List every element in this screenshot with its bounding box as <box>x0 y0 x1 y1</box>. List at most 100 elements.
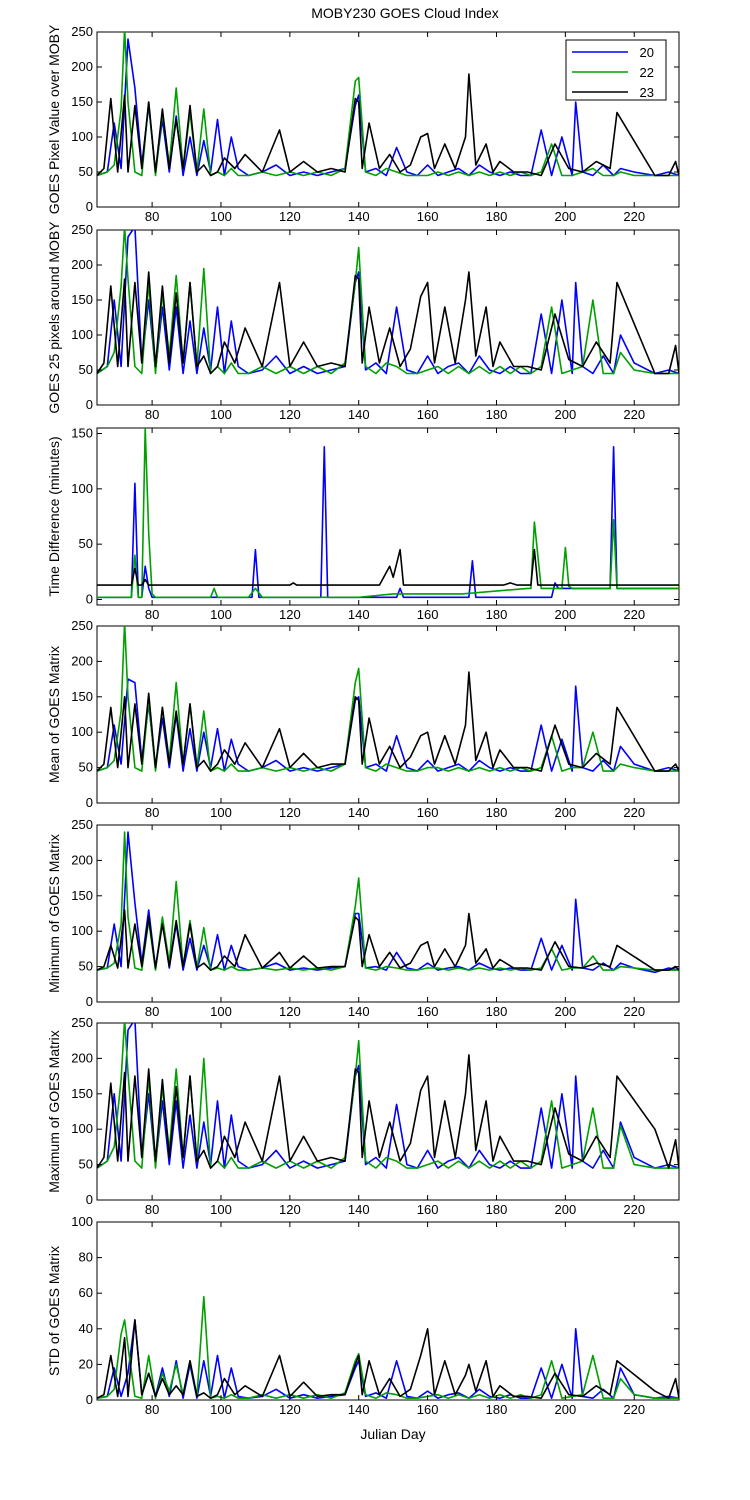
series-line-23 <box>97 548 679 586</box>
series-group <box>97 32 679 177</box>
x-tick-label: 100 <box>210 1202 232 1217</box>
series-group <box>97 1023 679 1169</box>
x-tick-label: 220 <box>623 209 645 224</box>
y-tick-label: 250 <box>71 817 93 832</box>
panels: 80 100 120 140 160 180 200 220050100150200250GO… <box>46 24 680 1417</box>
series-line-23 <box>97 73 679 177</box>
y-axis-label: Maximum of GOES Matrix <box>46 1030 62 1193</box>
axes-box <box>96 31 680 208</box>
x-tick-label: 160 <box>417 607 439 622</box>
panel-7: 80 100 120 140 160 180 200 220 0 20 40 60 80 100 STD o… <box>46 1214 680 1417</box>
y-axis-label: GOES 25 pixels around MOBY <box>46 221 62 414</box>
y-tick-label: 0 <box>86 591 93 606</box>
legend-label: 20 <box>640 45 654 60</box>
panel-3: 80 100 120 140 160 180 200 220 0 50 100 150 Time Dif… <box>46 426 680 622</box>
x-tick-label: 140 <box>348 1402 370 1417</box>
x-tick-label: 160 <box>417 1004 439 1019</box>
x-tick-label: 200 <box>555 407 577 422</box>
y-tick-label: 50 <box>79 760 93 775</box>
x-tick-label: 160 <box>417 1202 439 1217</box>
y-tick-label: 0 <box>86 994 93 1009</box>
series-line-20 <box>97 831 679 974</box>
series-line-23 <box>97 909 679 971</box>
y-tick-label: 200 <box>71 1050 93 1065</box>
y-tick-label: 250 <box>71 24 93 39</box>
panel-2: 80 100 120 140 160 180 200 220 0 50 100 150 200 250 GO… <box>46 221 680 422</box>
y-tick-label: 200 <box>71 59 93 74</box>
x-tick-label: 180 <box>486 209 508 224</box>
series-group <box>97 1296 679 1399</box>
x-tick-label: 80 <box>145 407 159 422</box>
x-tick-label: 200 <box>555 1202 577 1217</box>
axes-box <box>96 427 680 606</box>
x-tick-label: 120 <box>279 407 301 422</box>
y-tick-label: 100 <box>71 923 93 938</box>
x-tick-label: 100 <box>210 209 232 224</box>
x-tick-label: 100 <box>210 805 232 820</box>
y-tick-label: 200 <box>71 257 93 272</box>
y-tick-label: 0 <box>86 397 93 412</box>
y-axis-label: Minimum of GOES Matrix <box>46 834 62 993</box>
x-tick-label: 140 <box>348 407 370 422</box>
panel-6: 80 100 120 140 160 180 200 220 0 50 100 150 200 250 Ma… <box>46 1015 680 1217</box>
legend-label: 22 <box>640 65 654 80</box>
x-tick-label: 160 <box>417 407 439 422</box>
x-tick-label: 200 <box>555 1402 577 1417</box>
x-tick-label: 80 <box>145 1004 159 1019</box>
y-tick-label: 0 <box>86 1192 93 1207</box>
series-line-23 <box>97 1054 679 1169</box>
y-tick-label: 50 <box>79 164 93 179</box>
x-tick-label: 220 <box>623 1004 645 1019</box>
axes-box <box>96 1221 680 1401</box>
x-tick-label: 140 <box>348 607 370 622</box>
y-tick-label: 200 <box>71 653 93 668</box>
x-tick-label: 220 <box>623 805 645 820</box>
y-tick-label: 100 <box>71 1121 93 1136</box>
y-tick-label: 100 <box>71 1214 93 1229</box>
y-tick-label: 100 <box>71 724 93 739</box>
legend-label: 23 <box>640 85 654 100</box>
x-tick-label: 220 <box>623 1202 645 1217</box>
y-tick-label: 40 <box>79 1321 93 1336</box>
y-tick-label: 100 <box>71 327 93 342</box>
x-tick-label: 160 <box>417 209 439 224</box>
x-tick-label: 80 <box>145 805 159 820</box>
y-tick-label: 150 <box>71 888 93 903</box>
series-group <box>97 230 679 375</box>
x-tick-label: 100 <box>210 407 232 422</box>
x-tick-label: 200 <box>555 607 577 622</box>
axes-box <box>96 625 680 804</box>
y-axis-label: Time Difference (minutes) <box>46 436 62 596</box>
y-tick-label: 250 <box>71 222 93 237</box>
series-line-22 <box>97 428 679 599</box>
y-tick-label: 150 <box>71 426 93 441</box>
x-tick-label: 140 <box>348 209 370 224</box>
x-tick-label: 100 <box>210 607 232 622</box>
panel-5: 80 100 120 140 160 180 200 220 0 50 100 150 200 250 Mi… <box>46 817 680 1019</box>
x-tick-label: 160 <box>417 1402 439 1417</box>
y-tick-label: 0 <box>86 199 93 214</box>
axes-box <box>96 1022 680 1201</box>
y-tick-label: 50 <box>79 1157 93 1172</box>
x-tick-label: 180 <box>486 607 508 622</box>
panel-4: 80 100 120 140 160 180 200 220 0 50 100 150 200 250 Me… <box>46 618 680 820</box>
y-tick-label: 0 <box>86 1392 93 1407</box>
x-tick-label: 120 <box>279 1004 301 1019</box>
x-tick-label: 180 <box>486 805 508 820</box>
y-axis-label: STD of GOES Matrix <box>46 1246 62 1376</box>
legend: 20 22 23 <box>565 39 667 101</box>
y-tick-label: 150 <box>71 1086 93 1101</box>
series-line-22 <box>97 831 679 971</box>
x-tick-label: 100 <box>210 1402 232 1417</box>
y-tick-label: 0 <box>86 795 93 810</box>
x-tick-label: 180 <box>486 407 508 422</box>
panel-1: 80 100 120 140 160 180 200 220 0 50 100 150 200 250 GO… <box>46 24 680 224</box>
y-axis-label: Mean of GOES Matrix <box>46 646 62 783</box>
x-tick-label: 120 <box>279 1402 301 1417</box>
axes-box <box>96 824 680 1003</box>
y-tick-label: 250 <box>71 1015 93 1030</box>
x-tick-label: 140 <box>348 1004 370 1019</box>
figure-title: MOBY230 GOES Cloud Index <box>311 5 499 21</box>
x-tick-label: 160 <box>417 805 439 820</box>
